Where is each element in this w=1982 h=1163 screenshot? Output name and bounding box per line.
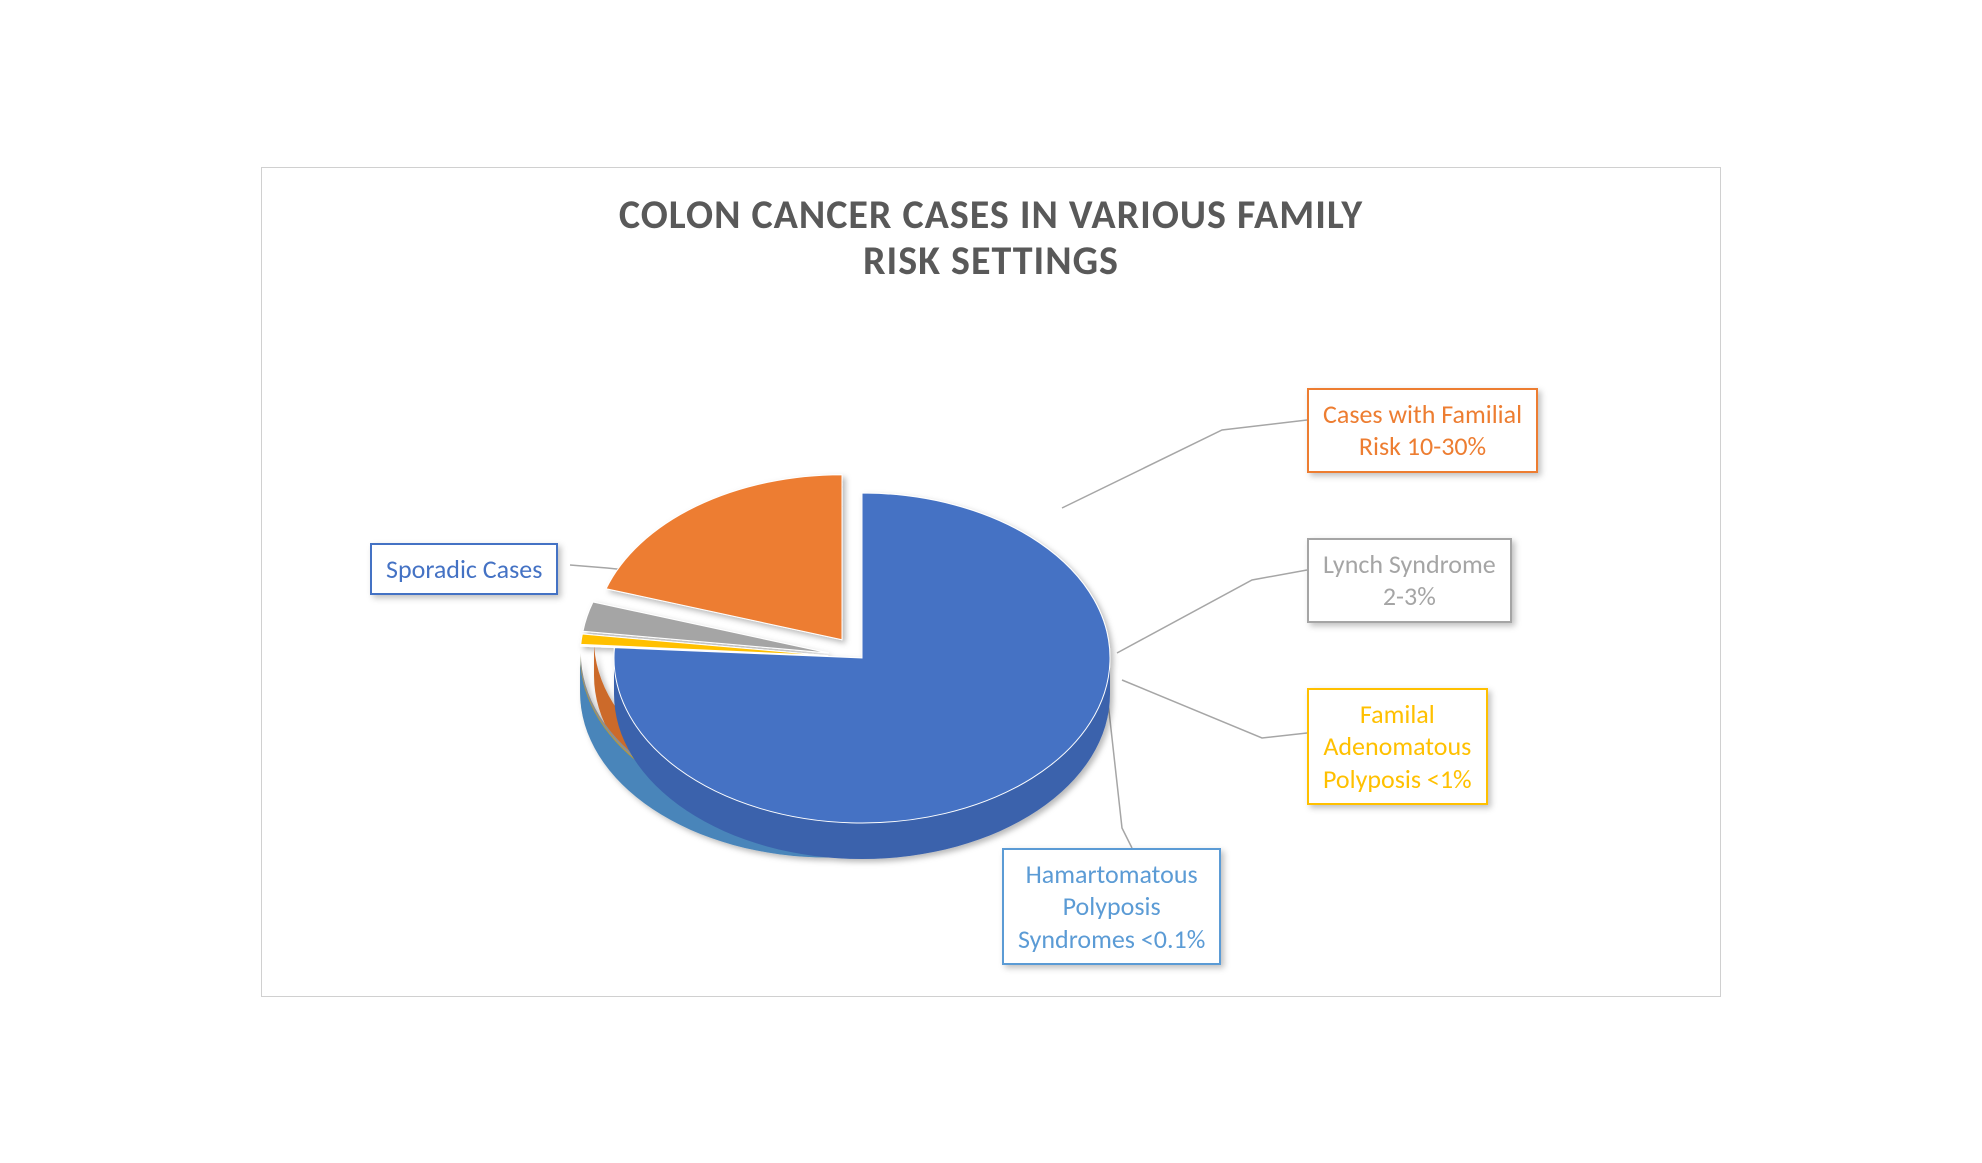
- label-hamartomatous: Hamartomatous Polyposis Syndromes <0.1%: [1002, 848, 1221, 966]
- leader-lynch: [1117, 570, 1307, 653]
- leader-fap: [1122, 680, 1307, 738]
- label-sporadic: Sporadic Cases: [370, 543, 558, 596]
- label-fap: Familal Adenomatous Polyposis <1%: [1307, 688, 1488, 806]
- label-familial-risk: Cases with Familial Risk 10-30%: [1307, 388, 1538, 473]
- label-lynch: Lynch Syndrome 2-3%: [1307, 538, 1512, 623]
- chart-title: COLON CANCER CASES IN VARIOUS FAMILY RIS…: [262, 192, 1720, 284]
- chart-frame: COLON CANCER CASES IN VARIOUS FAMILY RIS…: [261, 167, 1721, 997]
